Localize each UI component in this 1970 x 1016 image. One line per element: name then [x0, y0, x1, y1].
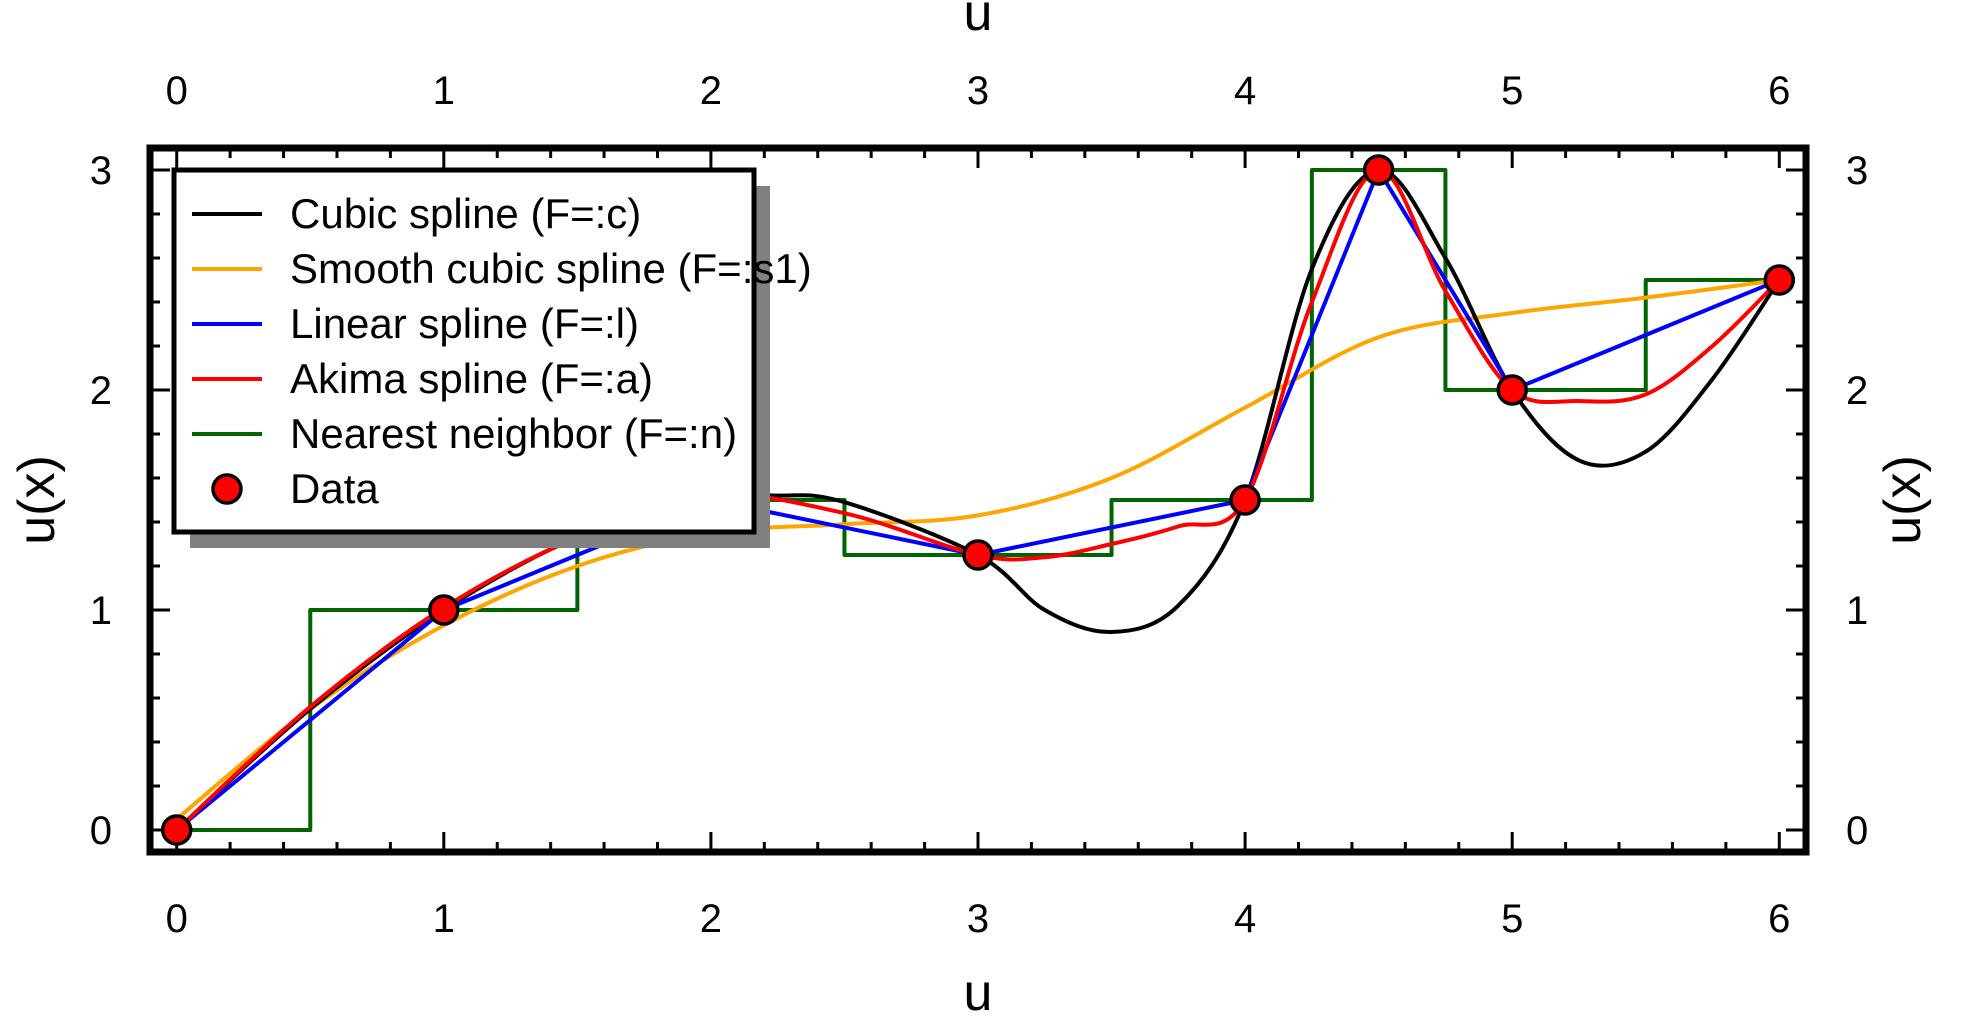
x-tick-label-bottom: 1 — [433, 897, 455, 941]
data-point — [962, 539, 994, 571]
y-tick-label-left: 0 — [90, 809, 112, 853]
y-tick-label-left: 1 — [90, 589, 112, 633]
legend-label-nearest-neighbor: Nearest neighbor (F=:n) — [290, 410, 737, 457]
legend: Cubic spline (F=:c) Smooth cubic spline (… — [171, 167, 812, 548]
x-tick-label-top: 0 — [166, 69, 188, 113]
x-tick-label-bottom: 5 — [1501, 897, 1523, 941]
x-tick-label-bottom: 2 — [700, 897, 722, 941]
x-tick-label-top: 5 — [1501, 69, 1523, 113]
series-line-akima-spline — [175, 168, 1781, 832]
plot-frame — [146, 144, 1810, 856]
y-tick-label-right: 2 — [1846, 369, 1868, 413]
x-tick-label-bottom: 6 — [1768, 897, 1790, 941]
x-tick-label-top: 6 — [1768, 69, 1790, 113]
series-line-smooth-cubic-spline — [175, 278, 1780, 821]
series-line-linear-spline — [175, 168, 1781, 832]
x-tick-label-bottom: 4 — [1234, 897, 1256, 941]
y-tick-label-right: 1 — [1846, 589, 1868, 633]
y-tick-label-right: 0 — [1846, 809, 1868, 853]
data-point — [1362, 154, 1395, 186]
x-tick-label-bottom: 0 — [166, 897, 188, 941]
x-tick-label-top: 4 — [1234, 69, 1256, 113]
y-tick-label-left: 2 — [90, 369, 112, 413]
data-point — [1763, 264, 1796, 296]
y-tick-label-right: 3 — [1846, 149, 1868, 193]
legend-label-linear-spline: Linear spline (F=:l) — [290, 300, 639, 347]
x-axis-title-bottom: u — [964, 964, 993, 1016]
x-tick-label-top: 2 — [700, 69, 722, 113]
legend-label-cubic-spline: Cubic spline (F=:c) — [290, 190, 641, 237]
y-axis-title-left: u(x) — [8, 455, 66, 545]
legend-box — [171, 167, 757, 535]
x-axis-title-top: u — [964, 0, 993, 42]
x-tick-label-top: 3 — [967, 69, 989, 113]
data-point — [160, 814, 193, 846]
x-tick-label-top: 1 — [433, 69, 455, 113]
legend-label-smooth-cubic-spline: Smooth cubic spline (F=:s1) — [290, 245, 812, 292]
x-tick-label-bottom: 3 — [967, 897, 989, 941]
y-axis-title-right: u(x) — [1874, 455, 1932, 545]
data-point — [1229, 484, 1261, 516]
y-tick-label-left: 3 — [90, 149, 112, 193]
axis-tick-labels: 0 0 1 1 2 2 3 3 4 4 5 5 6 6 0 0 1 1 2 2 3 3 — [90, 69, 1869, 941]
legend-label-akima-spline: Akima spline (F=:a) — [290, 355, 653, 402]
legend-swatch-data — [211, 473, 243, 505]
legend-label-data: Data — [290, 465, 379, 512]
data-point — [428, 594, 460, 626]
data-point — [1496, 374, 1528, 406]
